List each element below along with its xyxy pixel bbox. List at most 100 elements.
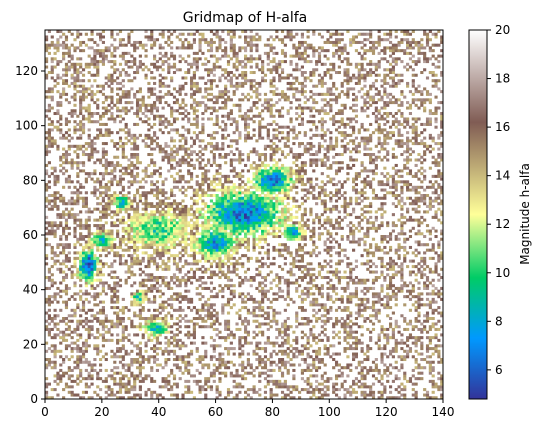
heatmap-cell [181, 155, 185, 159]
heatmap-cell [90, 278, 94, 282]
heatmap-cell [107, 245, 111, 249]
heatmap-cell [172, 62, 177, 66]
heatmap-cell [229, 226, 233, 230]
heatmap-cell [124, 172, 128, 176]
heatmap-cell [266, 254, 270, 258]
heatmap-cell [130, 363, 134, 367]
heatmap-cell [258, 125, 262, 129]
heatmap-cell [96, 65, 100, 69]
heatmap-cell [93, 172, 97, 176]
heatmap-cell [73, 62, 77, 66]
heatmap-cell [215, 262, 219, 266]
heatmap-cell [90, 265, 94, 269]
heatmap-cell [99, 224, 103, 228]
heatmap-cell [221, 142, 225, 146]
heatmap-cell [155, 229, 160, 233]
heatmap-cell [158, 150, 162, 154]
heatmap-cell [204, 267, 208, 271]
heatmap-cell [209, 273, 214, 277]
heatmap-cell [161, 210, 165, 214]
heatmap-cell [161, 207, 165, 211]
heatmap-cell [73, 131, 77, 135]
heatmap-cell [116, 161, 120, 165]
heatmap-cell [246, 199, 250, 203]
heatmap-cell [147, 265, 151, 269]
heatmap-cell [244, 396, 248, 400]
heatmap-cell [218, 213, 222, 217]
heatmap-cell [84, 311, 88, 315]
heatmap-cell [101, 51, 105, 55]
heatmap-cell [144, 218, 148, 222]
heatmap-cell [241, 229, 245, 233]
heatmap-cell [90, 327, 94, 331]
heatmap-cell [70, 276, 74, 280]
heatmap-cell [64, 276, 69, 280]
heatmap-cell [118, 262, 123, 266]
heatmap-cell [164, 153, 168, 157]
heatmap-cell [118, 207, 123, 211]
heatmap-cell [73, 79, 77, 83]
heatmap-cell [153, 355, 157, 359]
heatmap-cell [127, 180, 131, 184]
heatmap-cell [158, 46, 162, 50]
heatmap-cell [104, 390, 108, 394]
heatmap-cell [104, 292, 108, 296]
heatmap-cell [261, 235, 265, 239]
heatmap-cell [101, 229, 105, 233]
heatmap-cell [204, 303, 208, 307]
heatmap-cell [87, 229, 91, 233]
heatmap-cell [184, 221, 188, 225]
heatmap-cell [198, 213, 202, 217]
heatmap-cell [116, 314, 120, 318]
heatmap-cell [121, 128, 125, 132]
heatmap-cell [133, 273, 137, 277]
heatmap-cell [138, 109, 142, 113]
heatmap-cell [269, 188, 273, 192]
heatmap-cell [133, 122, 137, 126]
heatmap-cell [135, 155, 140, 159]
heatmap-cell [238, 295, 242, 299]
heatmap-cell [269, 158, 273, 162]
heatmap-cell [184, 215, 188, 219]
heatmap-cell [170, 245, 174, 249]
heatmap-cell [249, 210, 253, 214]
heatmap-cell [161, 131, 165, 135]
heatmap-cell [178, 161, 182, 165]
heatmap-cell [226, 259, 231, 263]
heatmap-cell [70, 112, 74, 116]
heatmap-cell [73, 65, 77, 69]
heatmap-cell [158, 122, 162, 126]
heatmap-cell [70, 393, 74, 397]
heatmap-cell [118, 396, 123, 400]
heatmap-cell [118, 322, 123, 326]
heatmap-cell [56, 254, 60, 258]
heatmap-cell [62, 262, 66, 266]
heatmap-cell [150, 210, 154, 214]
heatmap-cell [255, 256, 259, 260]
heatmap-cell [244, 306, 248, 310]
heatmap-cell [116, 213, 120, 217]
heatmap-cell [127, 131, 131, 135]
heatmap-cell [204, 237, 208, 241]
heatmap-cell [135, 68, 140, 72]
heatmap-cell [73, 125, 77, 129]
heatmap-cell [150, 390, 154, 394]
heatmap-cell [118, 109, 123, 113]
heatmap-cell [261, 281, 265, 285]
heatmap-cell [79, 210, 83, 214]
heatmap-cell [235, 81, 239, 85]
heatmap-cell [172, 139, 177, 143]
heatmap-cell [224, 262, 228, 266]
heatmap-cell [238, 215, 242, 219]
heatmap-cell [81, 95, 86, 99]
heatmap-cell [135, 237, 140, 241]
heatmap-cell [258, 207, 262, 211]
heatmap-cell [67, 84, 71, 88]
heatmap-cell [164, 218, 168, 222]
heatmap-cell [150, 158, 154, 162]
heatmap-cell [79, 109, 83, 113]
heatmap-cell [161, 194, 165, 198]
heatmap-cell [93, 40, 97, 44]
heatmap-cell [50, 76, 54, 80]
heatmap-cell [258, 330, 262, 334]
